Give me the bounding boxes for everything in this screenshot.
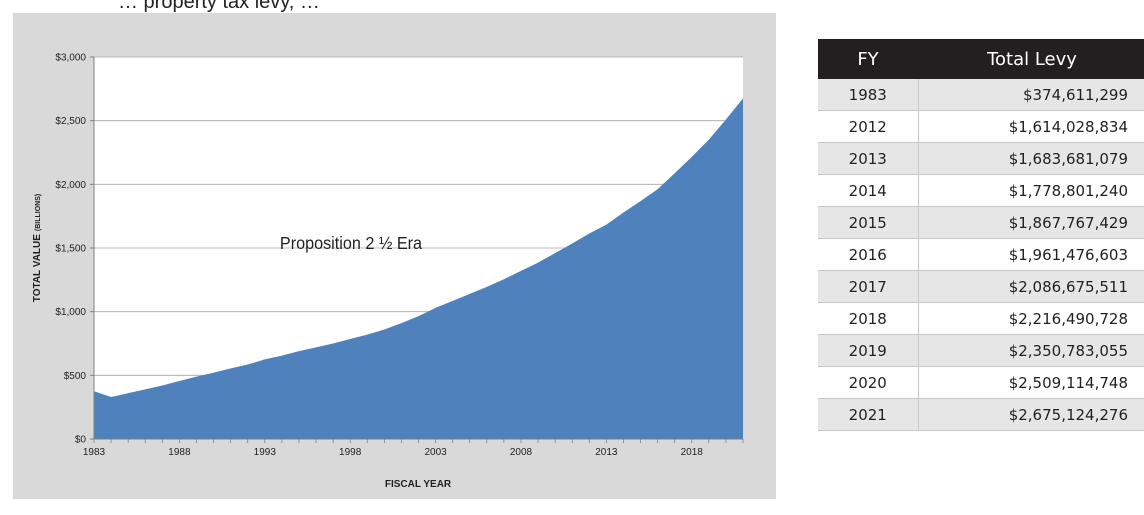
cell-total-levy: $2,350,783,055 bbox=[917, 334, 1144, 367]
y-axis-title-main: TOTAL VALUE bbox=[32, 234, 43, 302]
levy-area-series bbox=[94, 98, 743, 439]
levy-table: FY Total Levy 1983 $374,611,299 2012 $1,614… bbox=[818, 39, 1144, 431]
y-tick-label: $2,500 bbox=[55, 116, 86, 127]
cell-total-levy: $2,086,675,511 bbox=[917, 270, 1144, 303]
cell-fy: 2012 bbox=[818, 110, 918, 143]
cell-total-levy: $1,683,681,079 bbox=[917, 142, 1144, 175]
levy-area-chart: $0 $500 $1,000 $1,500 $2,000 $2,500 $3,000 198… bbox=[32, 53, 744, 490]
x-tick-label: 1998 bbox=[339, 447, 362, 458]
cropped-heading: … property tax levy, … bbox=[118, 0, 320, 13]
y-axis-title-unit: (BILLIONS) bbox=[35, 194, 42, 231]
cell-total-levy: $1,961,476,603 bbox=[917, 238, 1144, 271]
x-tick-label: 2018 bbox=[681, 447, 704, 458]
cell-fy: 2015 bbox=[818, 206, 918, 239]
cell-fy: 2019 bbox=[818, 334, 918, 367]
cell-total-levy: $1,614,028,834 bbox=[917, 110, 1144, 143]
y-tick-label: $2,000 bbox=[55, 180, 86, 191]
chart-panel: $0 $500 $1,000 $1,500 $2,000 $2,500 $3,000 198… bbox=[13, 13, 776, 499]
x-tick-label: 1983 bbox=[83, 447, 106, 458]
cell-fy: 2021 bbox=[818, 398, 918, 431]
gridlines bbox=[94, 56, 743, 376]
y-tick-label: $500 bbox=[64, 371, 87, 382]
column-header-fy: FY bbox=[818, 39, 918, 79]
table-row: 2013 $1,683,681,079 bbox=[818, 142, 1144, 175]
x-tick-label: 2003 bbox=[424, 447, 447, 458]
y-axis-title: TOTAL VALUE (BILLIONS) bbox=[32, 194, 43, 302]
y-tick-label: $1,000 bbox=[55, 307, 86, 318]
cell-total-levy: $2,509,114,748 bbox=[917, 366, 1144, 399]
table-row: 2014 $1,778,801,240 bbox=[818, 174, 1144, 207]
cell-fy: 2017 bbox=[818, 270, 918, 303]
table-row: 2012 $1,614,028,834 bbox=[818, 110, 1144, 143]
y-tick-label: $1,500 bbox=[55, 244, 86, 255]
x-tick-label: 1988 bbox=[168, 447, 191, 458]
table-header-row: FY Total Levy bbox=[818, 39, 1144, 79]
table-row: 2015 $1,867,767,429 bbox=[818, 206, 1144, 239]
x-tick-labels: 1983 1988 1993 1998 2003 2008 2013 2018 bbox=[83, 447, 703, 458]
cell-fy: 2020 bbox=[818, 366, 918, 399]
x-tick-label: 2013 bbox=[595, 447, 618, 458]
cell-total-levy: $2,216,490,728 bbox=[917, 302, 1144, 335]
table-row: 2016 $1,961,476,603 bbox=[818, 238, 1144, 271]
table-row: 2018 $2,216,490,728 bbox=[818, 302, 1144, 335]
x-tick-label: 1993 bbox=[254, 447, 277, 458]
cell-total-levy: $1,867,767,429 bbox=[917, 206, 1144, 239]
table-row: 2021 $2,675,124,276 bbox=[818, 398, 1144, 431]
chart-annotation: Proposition 2 ½ Era bbox=[280, 233, 423, 253]
cell-fy: 2013 bbox=[818, 142, 918, 175]
cell-fy: 2014 bbox=[818, 174, 918, 207]
x-tick-label: 2008 bbox=[510, 447, 533, 458]
cell-total-levy: $2,675,124,276 bbox=[917, 398, 1144, 431]
y-tick-labels: $0 $500 $1,000 $1,500 $2,000 $2,500 $3,000 bbox=[55, 53, 94, 446]
x-axis-title: FISCAL YEAR bbox=[385, 479, 452, 490]
y-tick-label: $0 bbox=[75, 435, 87, 446]
table-row: 2019 $2,350,783,055 bbox=[818, 334, 1144, 367]
cell-total-levy: $1,778,801,240 bbox=[917, 174, 1144, 207]
table-row: 2020 $2,509,114,748 bbox=[818, 366, 1144, 399]
table-row: 1983 $374,611,299 bbox=[818, 79, 1144, 111]
y-tick-label: $3,000 bbox=[55, 53, 86, 64]
table-body: 1983 $374,611,299 2012 $1,614,028,834 2013 $1… bbox=[818, 79, 1144, 431]
table-row: 2017 $2,086,675,511 bbox=[818, 270, 1144, 303]
cell-fy: 2018 bbox=[818, 302, 918, 335]
cell-fy: 1983 bbox=[818, 79, 918, 111]
column-header-total-levy: Total Levy bbox=[918, 39, 1144, 79]
cell-total-levy: $374,611,299 bbox=[917, 79, 1144, 111]
cell-fy: 2016 bbox=[818, 238, 918, 271]
